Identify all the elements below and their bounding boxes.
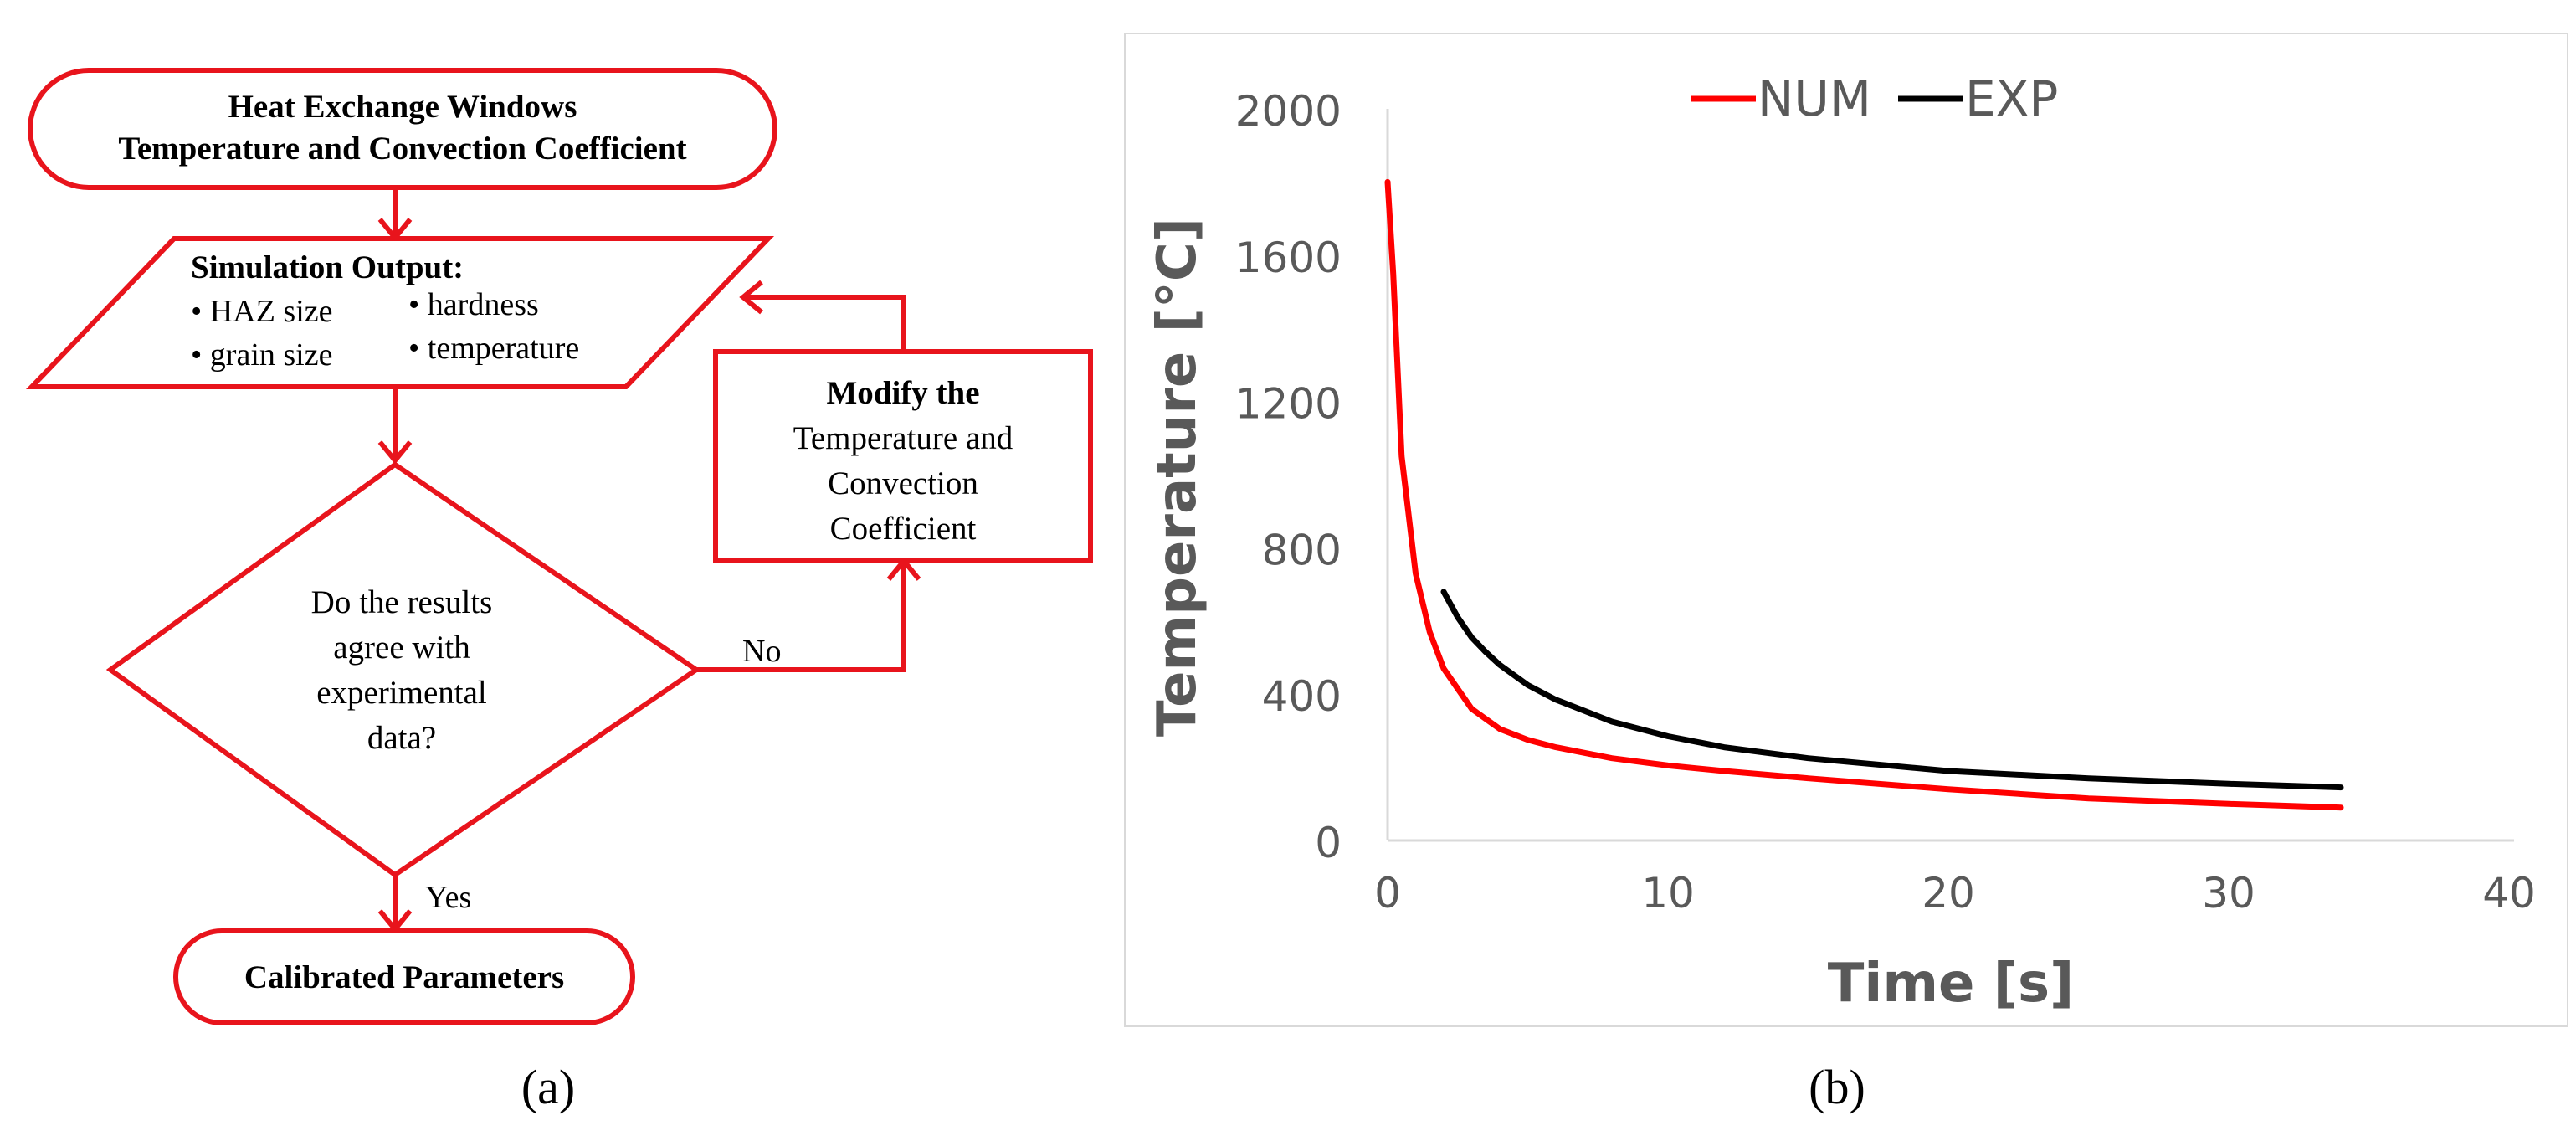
y-tick-label: 0 (1315, 819, 1342, 867)
end-terminal (173, 928, 635, 1025)
modify-line3: Coefficient (830, 511, 977, 547)
arrowhead-loop-back (739, 280, 763, 315)
y-tick-label: 400 (1262, 672, 1342, 721)
series-line-exp (1440, 589, 2344, 791)
output-item-hardness: • hardness (408, 287, 539, 322)
series-line-num (1384, 178, 2344, 811)
start-terminal (28, 68, 777, 190)
legend-label-num: NUM (1758, 70, 1871, 127)
modify-box (713, 349, 1093, 563)
modify-line2: Convection (828, 465, 978, 501)
arrowhead-output-to-decision (377, 440, 413, 465)
panel-label-b: (b) (1809, 1060, 1865, 1114)
chart-axes (1386, 109, 2514, 842)
modify-bold: Modify the (826, 375, 979, 411)
start-line2: Temperature and Convection Coefficient (118, 131, 686, 167)
x-tick-label: 20 (1922, 869, 1975, 918)
decision-line4: data? (367, 720, 436, 756)
chart-panel: 0 400 800 1200 1600 2000 0 10 20 30 40 NUM EXP Ti… (1124, 33, 2568, 1114)
x-axis-title: Time [s] (1828, 953, 2075, 1015)
output-item-grain: • grain size (191, 337, 332, 373)
x-tick-labels: 0 10 20 30 40 (1374, 869, 2536, 918)
y-tick-label: 1200 (1235, 380, 1342, 429)
panel-label-a: (a) (521, 1060, 575, 1114)
decision-line1: Do the results (311, 584, 493, 620)
output-item-haz: • HAZ size (191, 294, 332, 329)
decision-line2: agree with (333, 630, 470, 666)
y-tick-label: 1600 (1235, 234, 1342, 282)
edge-label-yes: Yes (425, 880, 471, 915)
x-tick-label: 10 (1641, 869, 1695, 918)
decision-diamond (105, 461, 701, 878)
legend-label-exp: EXP (1965, 70, 2058, 127)
simulation-output-box (25, 236, 775, 389)
arrow-no-branch (696, 563, 906, 672)
arrow-loop-back (745, 295, 906, 352)
edge-label-no: No (742, 634, 781, 669)
legend: NUM EXP (1691, 70, 2058, 127)
start-line1: Heat Exchange Windows (228, 89, 577, 125)
decision-line3: experimental (316, 675, 487, 711)
flowchart: Heat Exchange Windows Temperature and Co… (25, 68, 1093, 1114)
y-tick-label: 800 (1262, 526, 1342, 574)
y-tick-label: 2000 (1235, 87, 1342, 136)
x-tick-label: 40 (2482, 869, 2536, 918)
x-tick-label: 0 (1374, 869, 1401, 918)
series-lines (1384, 178, 2344, 811)
y-tick-labels: 0 400 800 1200 1600 2000 (1235, 87, 1342, 867)
modify-line1: Temperature and (793, 420, 1013, 456)
y-axis-title: Temperature [°C] (1147, 218, 1208, 737)
x-tick-label: 30 (2202, 869, 2255, 918)
output-item-temperature: • temperature (408, 331, 579, 366)
output-heading: Simulation Output: (191, 249, 464, 285)
chart-frame (1124, 33, 2568, 1027)
end-label: Calibrated Parameters (244, 959, 564, 995)
